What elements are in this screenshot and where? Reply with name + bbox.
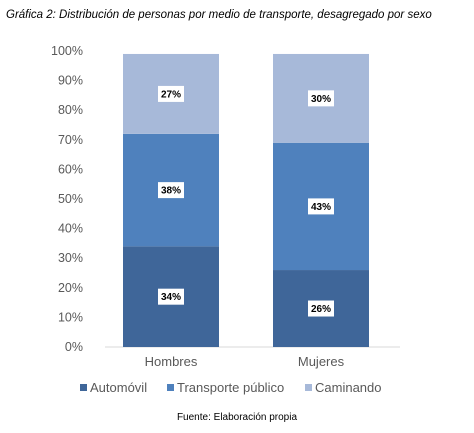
data-label: 30% [311,94,331,105]
data-label: 43% [311,202,331,213]
bars: 34% 38% 27% 26% 43% 30% [123,53,369,347]
source-note: Fuente: Elaboración propia [176,412,298,423]
chart-title: Gráfica 2: Distribución de personas por … [6,9,432,21]
legend-swatch [167,384,174,391]
category-label: Hombres [145,354,198,369]
data-label-box [158,182,184,199]
y-tick-label: 80% [58,103,83,117]
y-tick-label: 50% [58,192,83,206]
y-tick-label: 90% [58,74,83,88]
data-label: 26% [311,304,331,315]
legend-label: Caminando [315,380,382,395]
x-axis: Hombres Mujeres [145,354,345,369]
y-tick-label: 100% [51,44,83,58]
data-label-box [308,90,334,107]
data-label-box [158,85,184,102]
y-tick-label: 10% [58,310,83,324]
y-tick-label: 60% [58,162,83,176]
legend-swatch [305,384,312,391]
category-label: Mujeres [298,354,345,369]
y-tick-label: 70% [58,133,83,147]
legend-label: Transporte público [177,380,284,395]
y-axis: 0% 10% 20% 30% 40% 50% 60% 70% 80% 90% 100% [51,44,400,354]
data-label: 34% [161,292,181,303]
data-label: 38% [161,186,181,197]
legend: Automóvil Transporte público Caminando [80,380,382,395]
data-label: 27% [161,89,181,100]
data-label-box [158,288,184,305]
y-tick-label: 0% [65,340,83,354]
y-tick-label: 30% [58,251,83,265]
data-label-box [308,198,334,215]
legend-swatch [80,384,87,391]
data-label-box [308,300,334,317]
y-tick-label: 40% [58,222,83,236]
legend-label: Automóvil [90,380,147,395]
y-tick-label: 20% [58,281,83,295]
